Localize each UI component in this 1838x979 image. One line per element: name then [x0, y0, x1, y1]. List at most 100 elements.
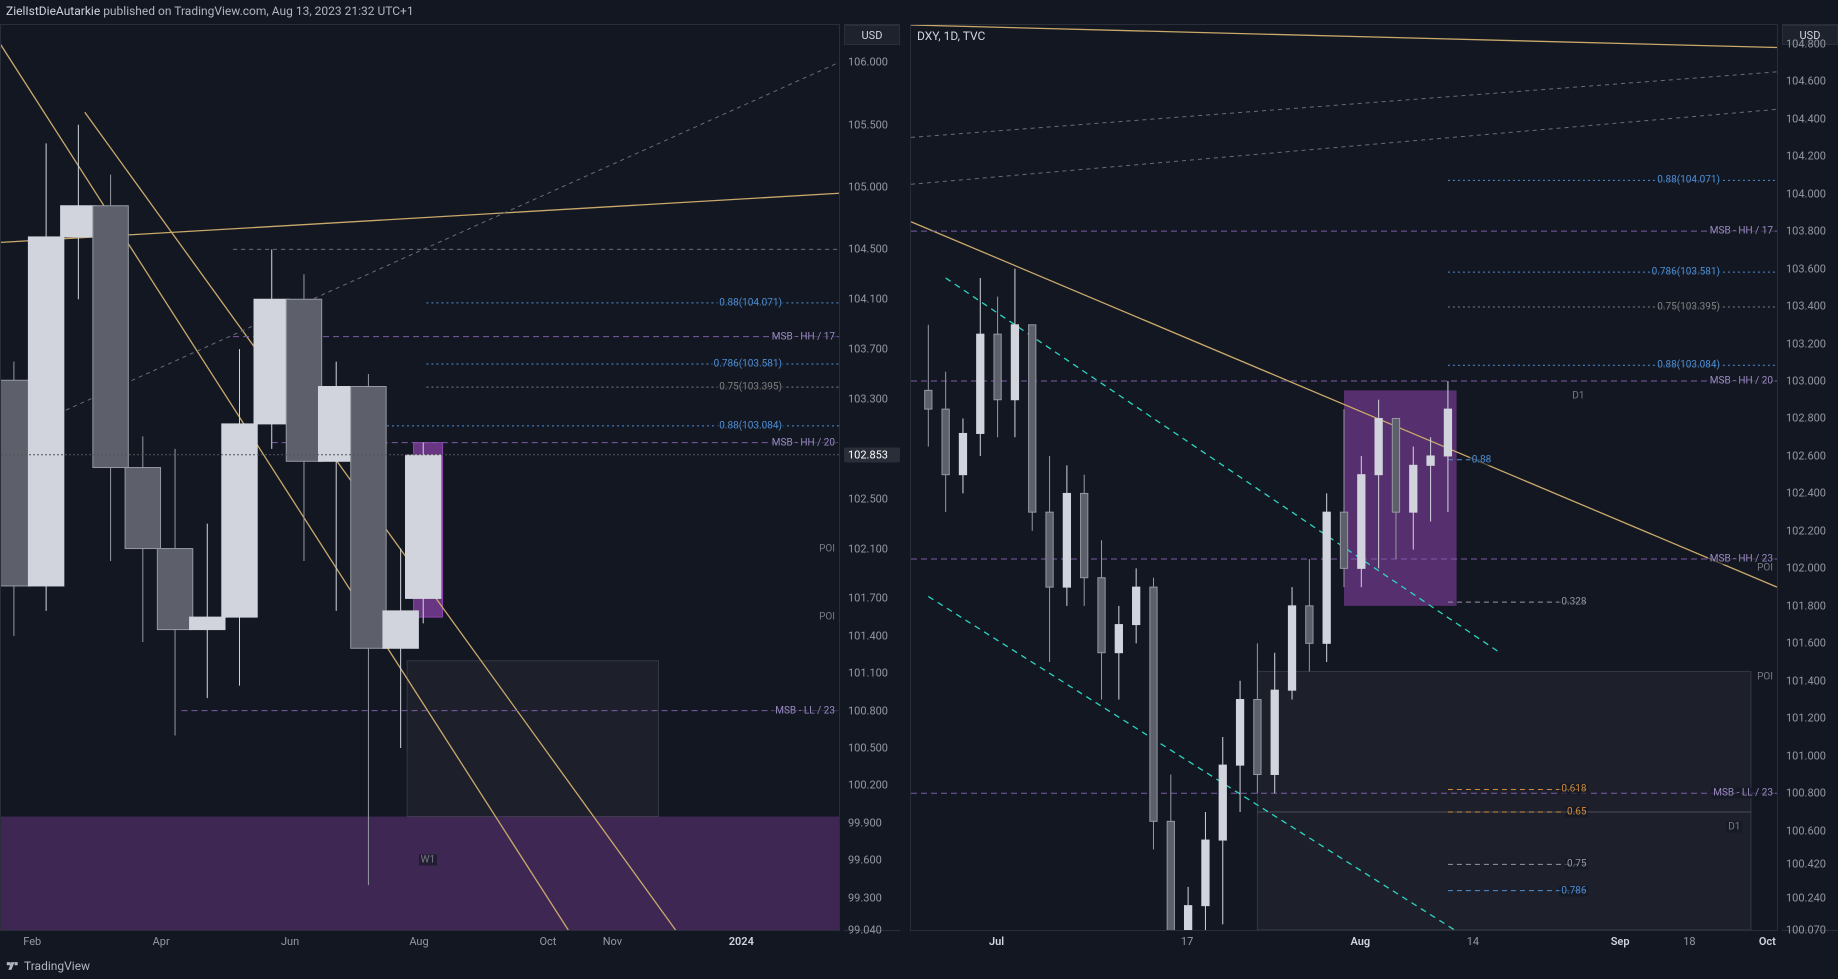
level-label: 0.88(104.071): [1655, 175, 1722, 186]
watermark-text: TradingView: [24, 959, 90, 973]
price-tick: 102.400: [1786, 487, 1836, 500]
level-label: POI: [1755, 563, 1775, 574]
price-tick: 103.600: [1786, 262, 1836, 275]
axis-currency-label: USD: [844, 25, 900, 45]
left-time-axis[interactable]: Feb Apr Jun Aug Oct Nov 2024: [0, 933, 840, 951]
publish-text: published on TradingView.com, Aug 13, 20…: [103, 4, 413, 18]
time-tick: Jul: [989, 935, 1004, 948]
level-label: POI: [817, 612, 837, 623]
time-tick: Aug: [1350, 935, 1370, 948]
price-tick: 100.240: [1786, 892, 1836, 905]
level-label: 0.75(103.395): [1655, 301, 1722, 312]
price-tick: 100.800: [1786, 787, 1836, 800]
price-tick: 102.800: [1786, 412, 1836, 425]
price-tick: 105.500: [848, 118, 898, 131]
price-tick: 99.040: [848, 924, 898, 937]
last-price-badge: 102.853: [844, 447, 900, 462]
level-label: MSB - HH / 17: [1708, 226, 1775, 237]
retrace-label: 0.75: [1565, 859, 1589, 870]
price-tick: 101.100: [848, 667, 898, 680]
w1-label: W1: [419, 855, 438, 866]
price-tick: 102.000: [1786, 562, 1836, 575]
level-label: MSB - HH / 17: [770, 331, 837, 342]
price-tick: 104.500: [848, 243, 898, 256]
right-price-axis[interactable]: USD 104.800104.600104.400104.200104.0001…: [1782, 24, 1838, 931]
price-tick: 101.400: [1786, 674, 1836, 687]
price-tick: 103.200: [1786, 337, 1836, 350]
price-tick: 104.600: [1786, 75, 1836, 88]
time-tick: 17: [1181, 935, 1193, 948]
tradingview-watermark: TradingView: [6, 959, 90, 973]
level-label: POI: [1755, 672, 1775, 683]
d1-label: D1: [1726, 821, 1742, 832]
price-tick: 101.400: [848, 629, 898, 642]
retrace-label: 0.786: [1559, 885, 1588, 896]
time-tick: Feb: [23, 935, 41, 948]
level-label: MSB - HH / 20: [770, 437, 837, 448]
price-tick: 100.800: [848, 704, 898, 717]
price-tick: 100.070: [1786, 924, 1836, 937]
retrace-label: 0.618: [1559, 784, 1588, 795]
price-tick: 106.000: [848, 56, 898, 69]
level-label: POI: [817, 543, 837, 554]
symbol-label: DXY, 1D, TVC: [917, 29, 985, 43]
price-tick: 101.700: [848, 592, 898, 605]
price-tick: 104.100: [848, 293, 898, 306]
time-tick: Sep: [1611, 935, 1630, 948]
retrace-label: 0.88: [1470, 454, 1494, 465]
left-price-axis[interactable]: USD 106.000 105.500 105.000 104.500 104.100 1…: [844, 24, 900, 931]
retrace-label: 0.65: [1565, 806, 1589, 817]
time-tick: Oct: [539, 935, 556, 948]
price-tick: 100.600: [1786, 824, 1836, 837]
time-tick: Apr: [153, 935, 170, 948]
time-tick: Nov: [603, 935, 622, 948]
price-tick: 104.400: [1786, 112, 1836, 125]
time-tick: Jun: [281, 935, 299, 948]
price-tick: 99.600: [848, 854, 898, 867]
price-tick: 101.000: [1786, 749, 1836, 762]
price-tick: 102.100: [848, 542, 898, 555]
level-label: MSB - HH / 20: [1708, 376, 1775, 387]
publish-header: ZielIstDieAutarkie published on TradingV…: [6, 4, 414, 18]
level-label: MSB - LL / 23: [773, 705, 837, 716]
price-tick: 99.300: [848, 891, 898, 904]
level-label: 0.786(103.581): [712, 358, 784, 369]
level-label: 0.88(103.084): [1655, 360, 1722, 371]
time-tick: 18: [1683, 935, 1695, 948]
right-chart[interactable]: DXY, 1D, TVC MSB - HH / 17 MSB - HH / 20 M…: [910, 24, 1778, 931]
right-time-axis[interactable]: Jul 17 Aug 14 Sep 18 Oct: [910, 933, 1778, 951]
time-tick: Aug: [409, 935, 428, 948]
price-tick: 101.800: [1786, 599, 1836, 612]
publisher-name: ZielIstDieAutarkie: [6, 4, 100, 18]
price-tick: 102.600: [1786, 449, 1836, 462]
time-tick: Oct: [1759, 935, 1776, 948]
price-tick: 103.000: [1786, 375, 1836, 388]
price-tick: 100.500: [848, 742, 898, 755]
level-label: 0.786(103.581): [1650, 267, 1722, 278]
level-label: MSB - LL / 23: [1711, 788, 1775, 799]
right-pane: DXY, 1D, TVC MSB - HH / 17 MSB - HH / 20 M…: [910, 24, 1838, 951]
price-tick: 101.600: [1786, 637, 1836, 650]
price-tick: 100.200: [848, 779, 898, 792]
price-tick: 103.700: [848, 343, 898, 356]
price-tick: 102.200: [1786, 524, 1836, 537]
price-tick: 103.400: [1786, 300, 1836, 313]
price-tick: 99.900: [848, 816, 898, 829]
left-pane: MSB - HH / 17 MSB - HH / 20 MSB - LL / 23 P…: [0, 24, 900, 951]
price-tick: 104.200: [1786, 150, 1836, 163]
price-tick: 101.200: [1786, 712, 1836, 725]
level-label: 0.88(103.084): [717, 420, 784, 431]
level-label: 0.75(103.395): [717, 382, 784, 393]
retrace-label: 0.328: [1559, 597, 1588, 608]
price-tick: 104.800: [1786, 37, 1836, 50]
time-tick: 14: [1467, 935, 1479, 948]
price-tick: 104.000: [1786, 187, 1836, 200]
left-chart[interactable]: MSB - HH / 17 MSB - HH / 20 MSB - LL / 23 P…: [0, 24, 840, 931]
time-tick: 2024: [729, 935, 754, 948]
price-tick: 102.500: [848, 492, 898, 505]
level-label: 0.88(104.071): [717, 297, 784, 308]
price-tick: 105.000: [848, 181, 898, 194]
tradingview-logo-icon: [6, 959, 20, 973]
d1-label: D1: [1570, 390, 1586, 401]
price-tick: 103.300: [848, 392, 898, 405]
